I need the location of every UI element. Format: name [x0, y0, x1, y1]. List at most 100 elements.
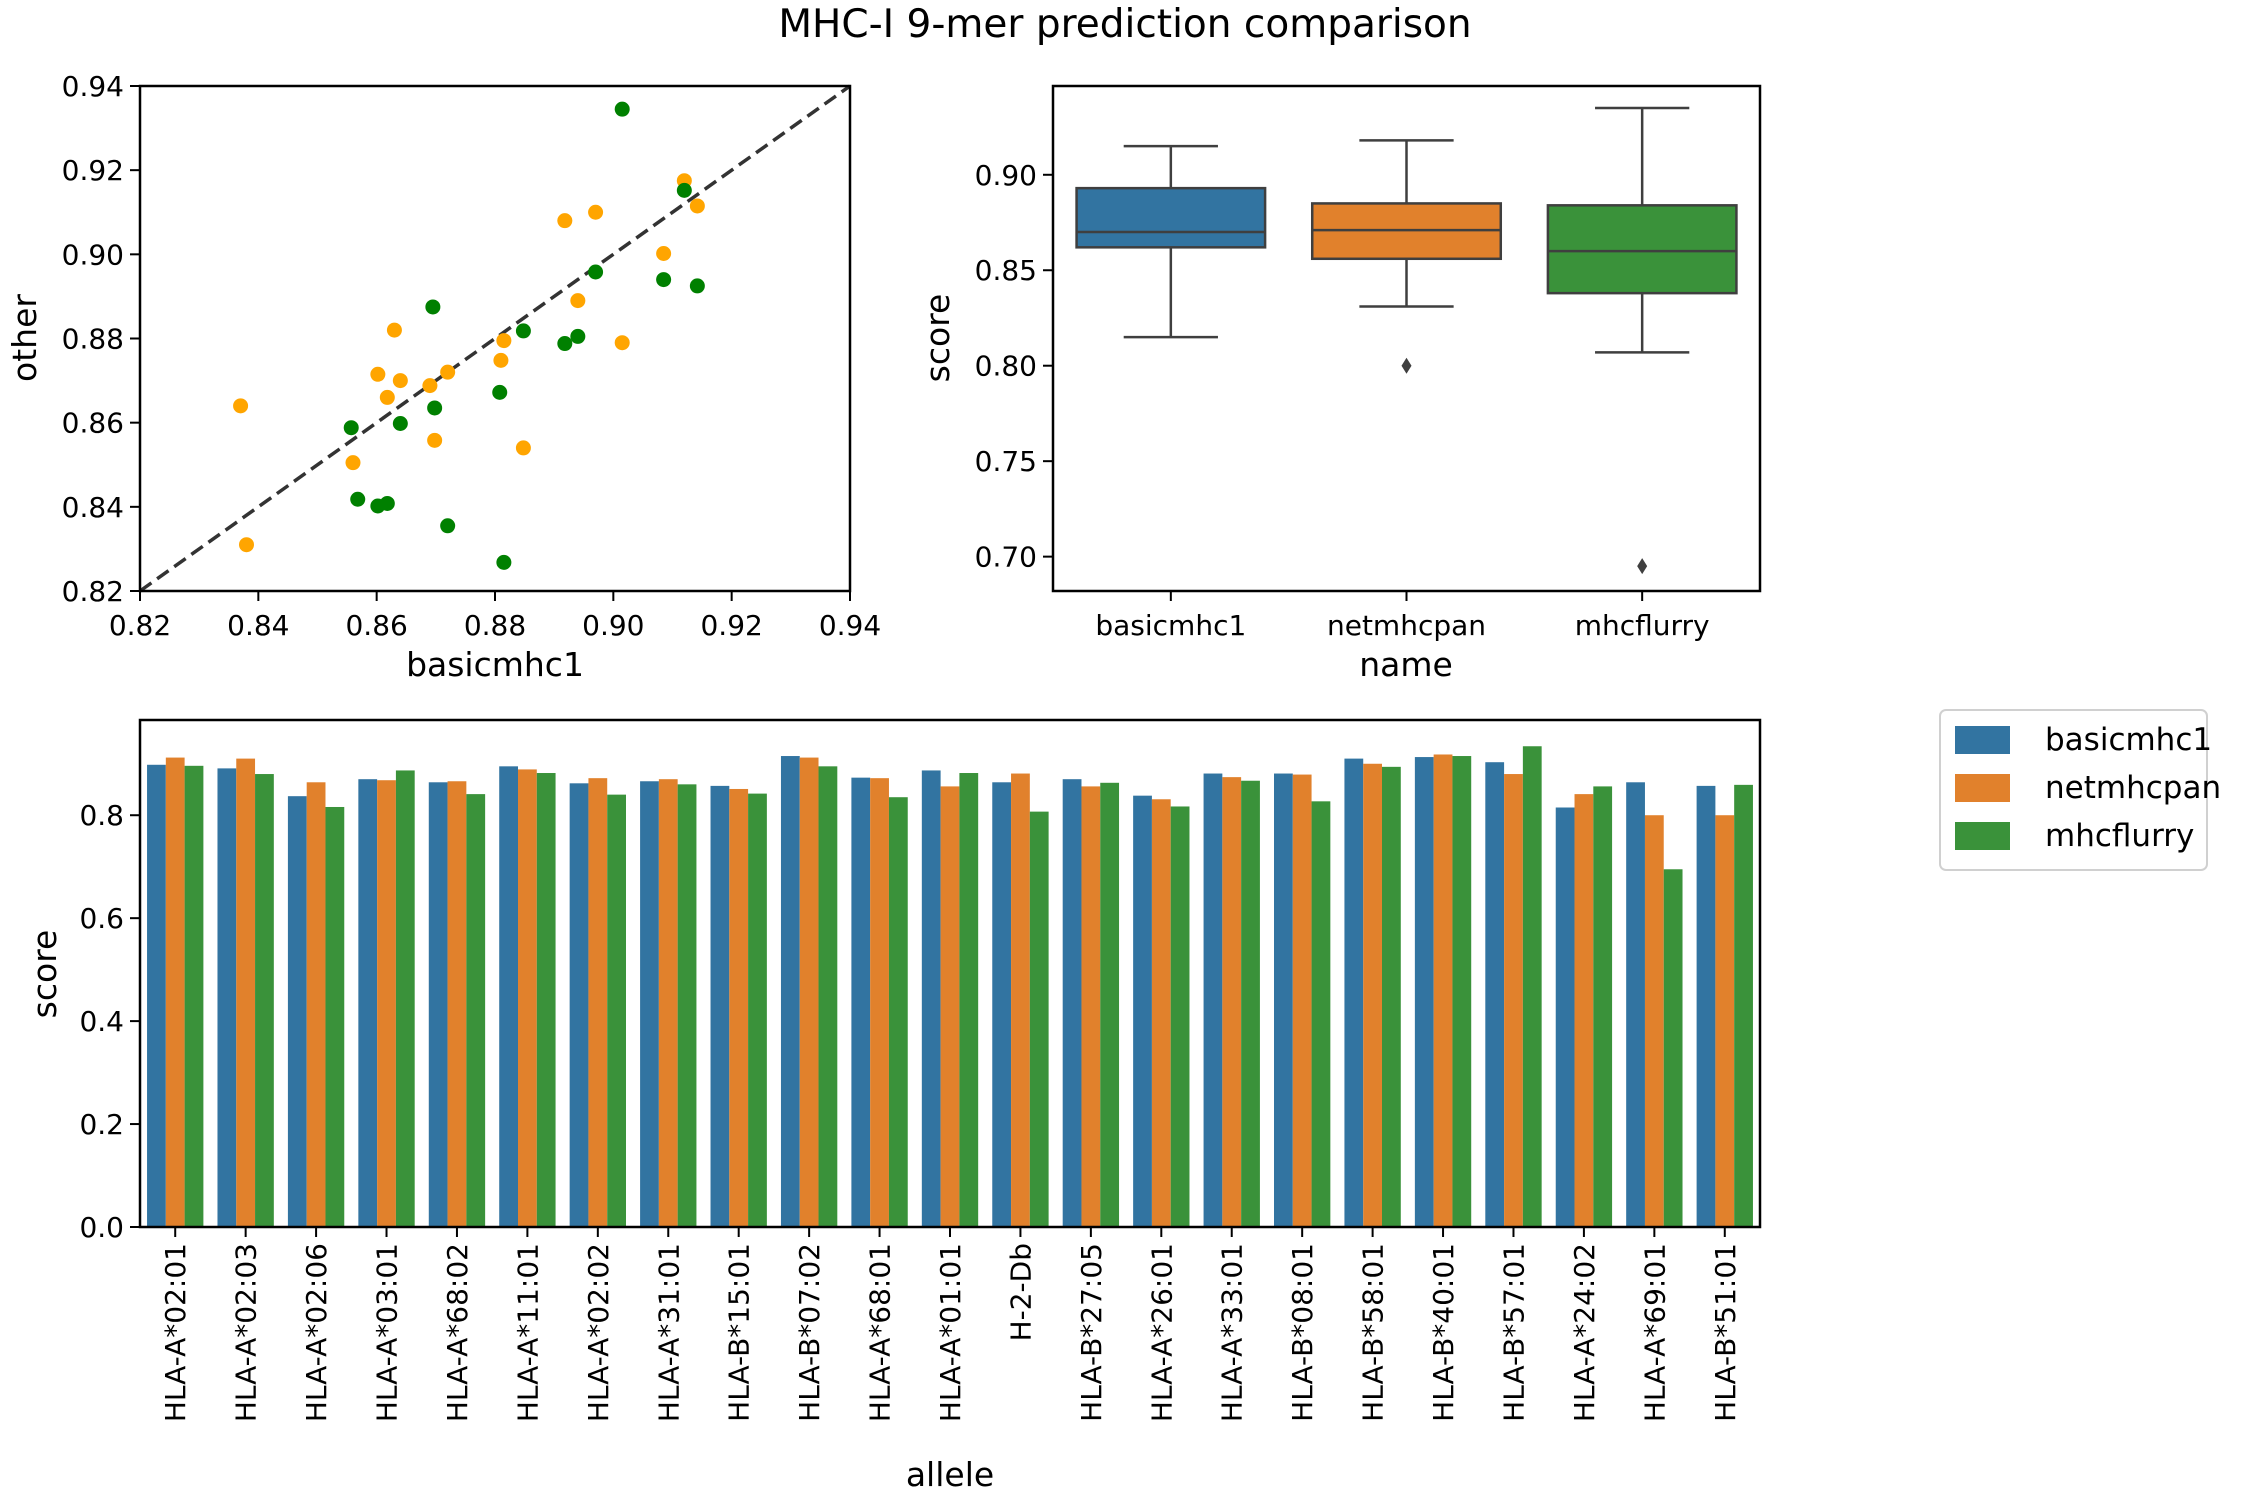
- scatter-x-tick-label: 0.88: [464, 609, 526, 642]
- scatter-y-tick-label: 0.86: [62, 407, 124, 440]
- scatter-x-label: basicmhc1: [406, 645, 584, 684]
- scatter-y-tick-label: 0.88: [62, 323, 124, 356]
- scatter-point-mhcflurry: [350, 491, 366, 507]
- bar-basicmhc1: [1133, 795, 1152, 1227]
- bar-basicmhc1: [1062, 779, 1082, 1227]
- legend-label-netmhcpan: netmhcpan: [2045, 770, 2221, 806]
- scatter-x-tick-label: 0.90: [582, 609, 644, 642]
- scatter-y-tick-label: 0.82: [62, 575, 124, 608]
- bar-mhcflurry: [959, 773, 979, 1227]
- bar-x-tick-label: HLA-A*11:01: [511, 1243, 544, 1422]
- bar-netmhcpan: [940, 786, 960, 1227]
- bar-basicmhc1: [1696, 785, 1716, 1227]
- bar-mhcflurry: [325, 806, 345, 1227]
- bar-netmhcpan: [165, 757, 185, 1227]
- bar-x-tick-label: HLA-B*07:02: [793, 1243, 826, 1422]
- box-frame: [1051, 84, 1762, 593]
- scatter-diagonal-line: [138, 84, 852, 593]
- scatter-point-mhcflurry: [492, 384, 508, 400]
- scatter-y-label: other: [5, 294, 44, 382]
- scatter-point-mhcflurry: [427, 400, 443, 416]
- bar-panel: 0.0 0.2 0.4 0.6 0.8 HLA-A*02:01 HLA-A*02:03 HLA…: [25, 718, 1762, 1494]
- scatter-point-netmhcpan: [496, 333, 512, 349]
- bar-netmhcpan: [658, 779, 678, 1227]
- legend-label-basicmhc1: basicmhc1: [2045, 722, 2212, 758]
- scatter-point-mhcflurry: [557, 336, 573, 352]
- bar-basicmhc1: [499, 766, 518, 1227]
- scatter-point-mhcflurry: [588, 264, 604, 280]
- scatter-x-tick-label: 0.82: [109, 609, 171, 642]
- bar-netmhcpan: [729, 788, 749, 1227]
- bar-x-tick-label: HLA-B*15:01: [723, 1243, 756, 1422]
- box-y-tick-label: 0.70: [975, 541, 1037, 574]
- legend-swatch-basicmhc1: [1955, 726, 2010, 754]
- scatter-point-netmhcpan: [427, 432, 443, 448]
- bar-mhcflurry: [677, 784, 697, 1227]
- scatter-point-mhcflurry: [379, 495, 395, 511]
- bar-mhcflurry: [748, 793, 767, 1227]
- scatter-point-mhcflurry: [570, 328, 586, 344]
- bar-netmhcpan: [236, 758, 256, 1227]
- box-y-tick-label: 0.90: [975, 159, 1037, 192]
- box-mhcflurry: [1546, 204, 1738, 295]
- bar-netmhcpan: [1574, 794, 1594, 1227]
- bar-mhcflurry: [1382, 766, 1401, 1227]
- bar-mhcflurry: [1241, 780, 1260, 1227]
- bar-x-tick-label: HLA-A*68:01: [864, 1243, 897, 1422]
- scatter-point-mhcflurry: [496, 554, 512, 570]
- bar-netmhcpan: [1363, 763, 1382, 1227]
- scatter-ticks: 0.82 0.84 0.86 0.88 0.90 0.92 0.94 0.82 0.84 0.86…: [62, 70, 882, 642]
- bar-netmhcpan: [1644, 815, 1664, 1227]
- scatter-y-tick-label: 0.90: [62, 238, 124, 271]
- bar-x-tick-label: HLA-A*26:01: [1145, 1243, 1178, 1422]
- bar-netmhcpan: [1504, 774, 1523, 1227]
- bar-x-tick-label: HLA-A*31:01: [652, 1243, 685, 1422]
- bar-y-tick-label: 0.0: [79, 1211, 124, 1244]
- box-panel: 0.70 0.75 0.80 0.85 0.90 basicmhc1 netmhcpan mh…: [918, 84, 1762, 684]
- scatter-x-tick-label: 0.86: [345, 609, 407, 642]
- scatter-point-mhcflurry: [689, 278, 705, 294]
- bar-netmhcpan: [799, 757, 819, 1227]
- bar-x-tick-label: HLA-A*69:01: [1638, 1243, 1671, 1422]
- bar-x-tick-label: HLA-B*40:01: [1427, 1243, 1460, 1422]
- bar-basicmhc1: [1274, 773, 1293, 1227]
- bar-ticks: 0.0 0.2 0.4 0.6 0.8 HLA-A*02:01 HLA-A*02:03 HLA…: [79, 799, 1741, 1422]
- bar-x-label: allele: [906, 1455, 994, 1494]
- bar-netmhcpan: [1292, 774, 1312, 1227]
- bar-y-tick-label: 0.6: [79, 902, 124, 935]
- bar-x-tick-label: HLA-A*02:02: [582, 1243, 615, 1422]
- scatter-point-netmhcpan: [379, 389, 395, 405]
- box-outlier: [1637, 558, 1648, 575]
- bar-basicmhc1: [428, 782, 448, 1227]
- bar-x-tick-label: HLA-A*02:06: [300, 1243, 333, 1422]
- legend-swatch-mhcflurry: [1955, 822, 2010, 850]
- bar-basicmhc1: [851, 777, 871, 1227]
- box-basicmhc1: [1075, 186, 1267, 249]
- bar-mhcflurry: [1311, 801, 1331, 1227]
- bar-x-tick-label: HLA-A*02:01: [159, 1243, 192, 1422]
- box-x-tick-label: basicmhc1: [1095, 609, 1246, 642]
- bar-mhcflurry: [1452, 756, 1472, 1227]
- scatter-point-mhcflurry: [515, 323, 531, 339]
- box-x-tick-label: mhcflurry: [1575, 609, 1710, 642]
- bar-elements: [147, 746, 1753, 1227]
- bar-y-tick-label: 0.2: [79, 1108, 124, 1141]
- bar-basicmhc1: [1414, 757, 1434, 1227]
- box-y-label: score: [918, 294, 957, 383]
- bar-netmhcpan: [870, 778, 889, 1227]
- bar-basicmhc1: [358, 779, 378, 1227]
- scatter-point-mhcflurry: [656, 272, 672, 288]
- bar-basicmhc1: [1203, 773, 1223, 1227]
- bar-mhcflurry: [1663, 869, 1683, 1227]
- scatter-point-netmhcpan: [570, 293, 586, 309]
- scatter-y-tick-label: 0.84: [62, 491, 124, 524]
- box-outlier: [1401, 357, 1412, 374]
- bar-netmhcpan: [306, 782, 326, 1227]
- box-y-tick-label: 0.85: [975, 254, 1037, 287]
- bar-mhcflurry: [1100, 782, 1120, 1227]
- bar-mhcflurry: [1734, 784, 1753, 1227]
- bar-basicmhc1: [1555, 807, 1575, 1227]
- bar-x-tick-label: HLA-A*24:02: [1568, 1243, 1601, 1422]
- scatter-point-mhcflurry: [676, 182, 692, 198]
- scatter-point-netmhcpan: [392, 373, 408, 389]
